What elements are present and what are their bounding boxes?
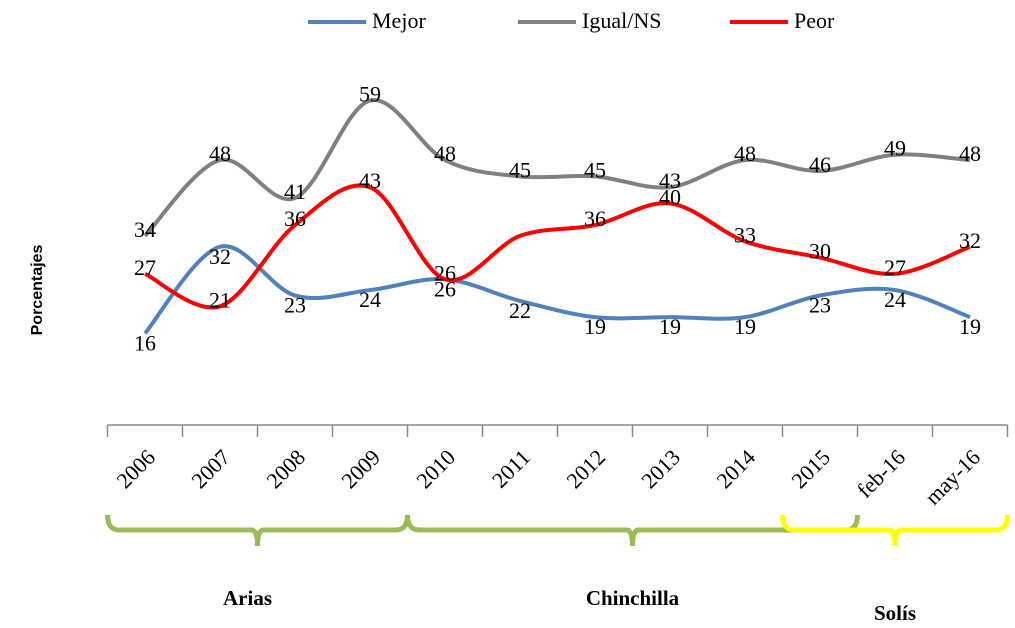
data-label: 19	[959, 314, 981, 339]
data-label: 19	[659, 314, 681, 339]
series-line	[145, 100, 970, 236]
data-label: 32	[209, 244, 231, 269]
x-tick-label: 2008	[261, 444, 310, 493]
x-tick-label: 2006	[111, 444, 160, 493]
data-label: 32	[959, 228, 981, 253]
data-label: 48	[734, 141, 756, 166]
data-label: 34	[134, 217, 156, 242]
legend-label: Peor	[794, 8, 835, 33]
group-label: Arias	[223, 586, 272, 610]
data-label: 26	[434, 260, 456, 285]
data-label: 22	[509, 298, 531, 323]
data-label: 59	[359, 82, 381, 107]
data-label: 16	[134, 330, 156, 355]
data-label: 21	[209, 287, 231, 312]
data-label: 41	[284, 179, 306, 204]
group-bracket	[783, 515, 1008, 546]
group-label: Solís	[874, 601, 916, 625]
data-label: 27	[884, 255, 906, 280]
data-label: 27	[134, 255, 156, 280]
data-label: 43	[359, 168, 381, 193]
data-label: 48	[434, 141, 456, 166]
data-label: 24	[359, 287, 381, 312]
data-label: 45	[509, 157, 531, 182]
data-label: 48	[959, 141, 981, 166]
x-tick-label: 2013	[636, 444, 685, 493]
group-bracket	[108, 515, 408, 546]
y-axis-label: Porcentajes	[29, 245, 46, 336]
legend-label: Igual/NS	[582, 8, 661, 33]
x-tick-label: may-16	[920, 444, 985, 509]
data-label: 19	[584, 314, 606, 339]
data-label: 23	[284, 293, 306, 318]
data-label: 46	[809, 152, 831, 177]
x-tick-label: 2012	[561, 444, 610, 493]
data-label: 49	[884, 136, 906, 161]
data-label: 30	[809, 239, 831, 264]
x-tick-label: 2011	[487, 444, 535, 492]
data-label: 19	[734, 314, 756, 339]
data-label: 36	[284, 206, 306, 231]
x-tick-label: 2014	[711, 444, 760, 493]
legend-label: Mejor	[372, 8, 426, 33]
data-label: 23	[809, 293, 831, 318]
group-label: Chinchilla	[586, 586, 680, 610]
data-label: 40	[659, 184, 681, 209]
data-label: 45	[584, 157, 606, 182]
x-tick-label: 2015	[786, 444, 835, 493]
x-tick-label: feb-16	[852, 444, 910, 502]
series-line	[145, 246, 970, 333]
data-label: 36	[584, 206, 606, 231]
x-tick-label: 2010	[411, 444, 460, 493]
data-label: 48	[209, 141, 231, 166]
data-label: 24	[884, 287, 906, 312]
x-tick-label: 2007	[186, 444, 235, 493]
x-tick-label: 2009	[336, 444, 385, 493]
chart: Porcentajes 2006 2007 2008 2009 2010 2011 2012…	[0, 0, 1015, 628]
data-label: 33	[734, 222, 756, 247]
